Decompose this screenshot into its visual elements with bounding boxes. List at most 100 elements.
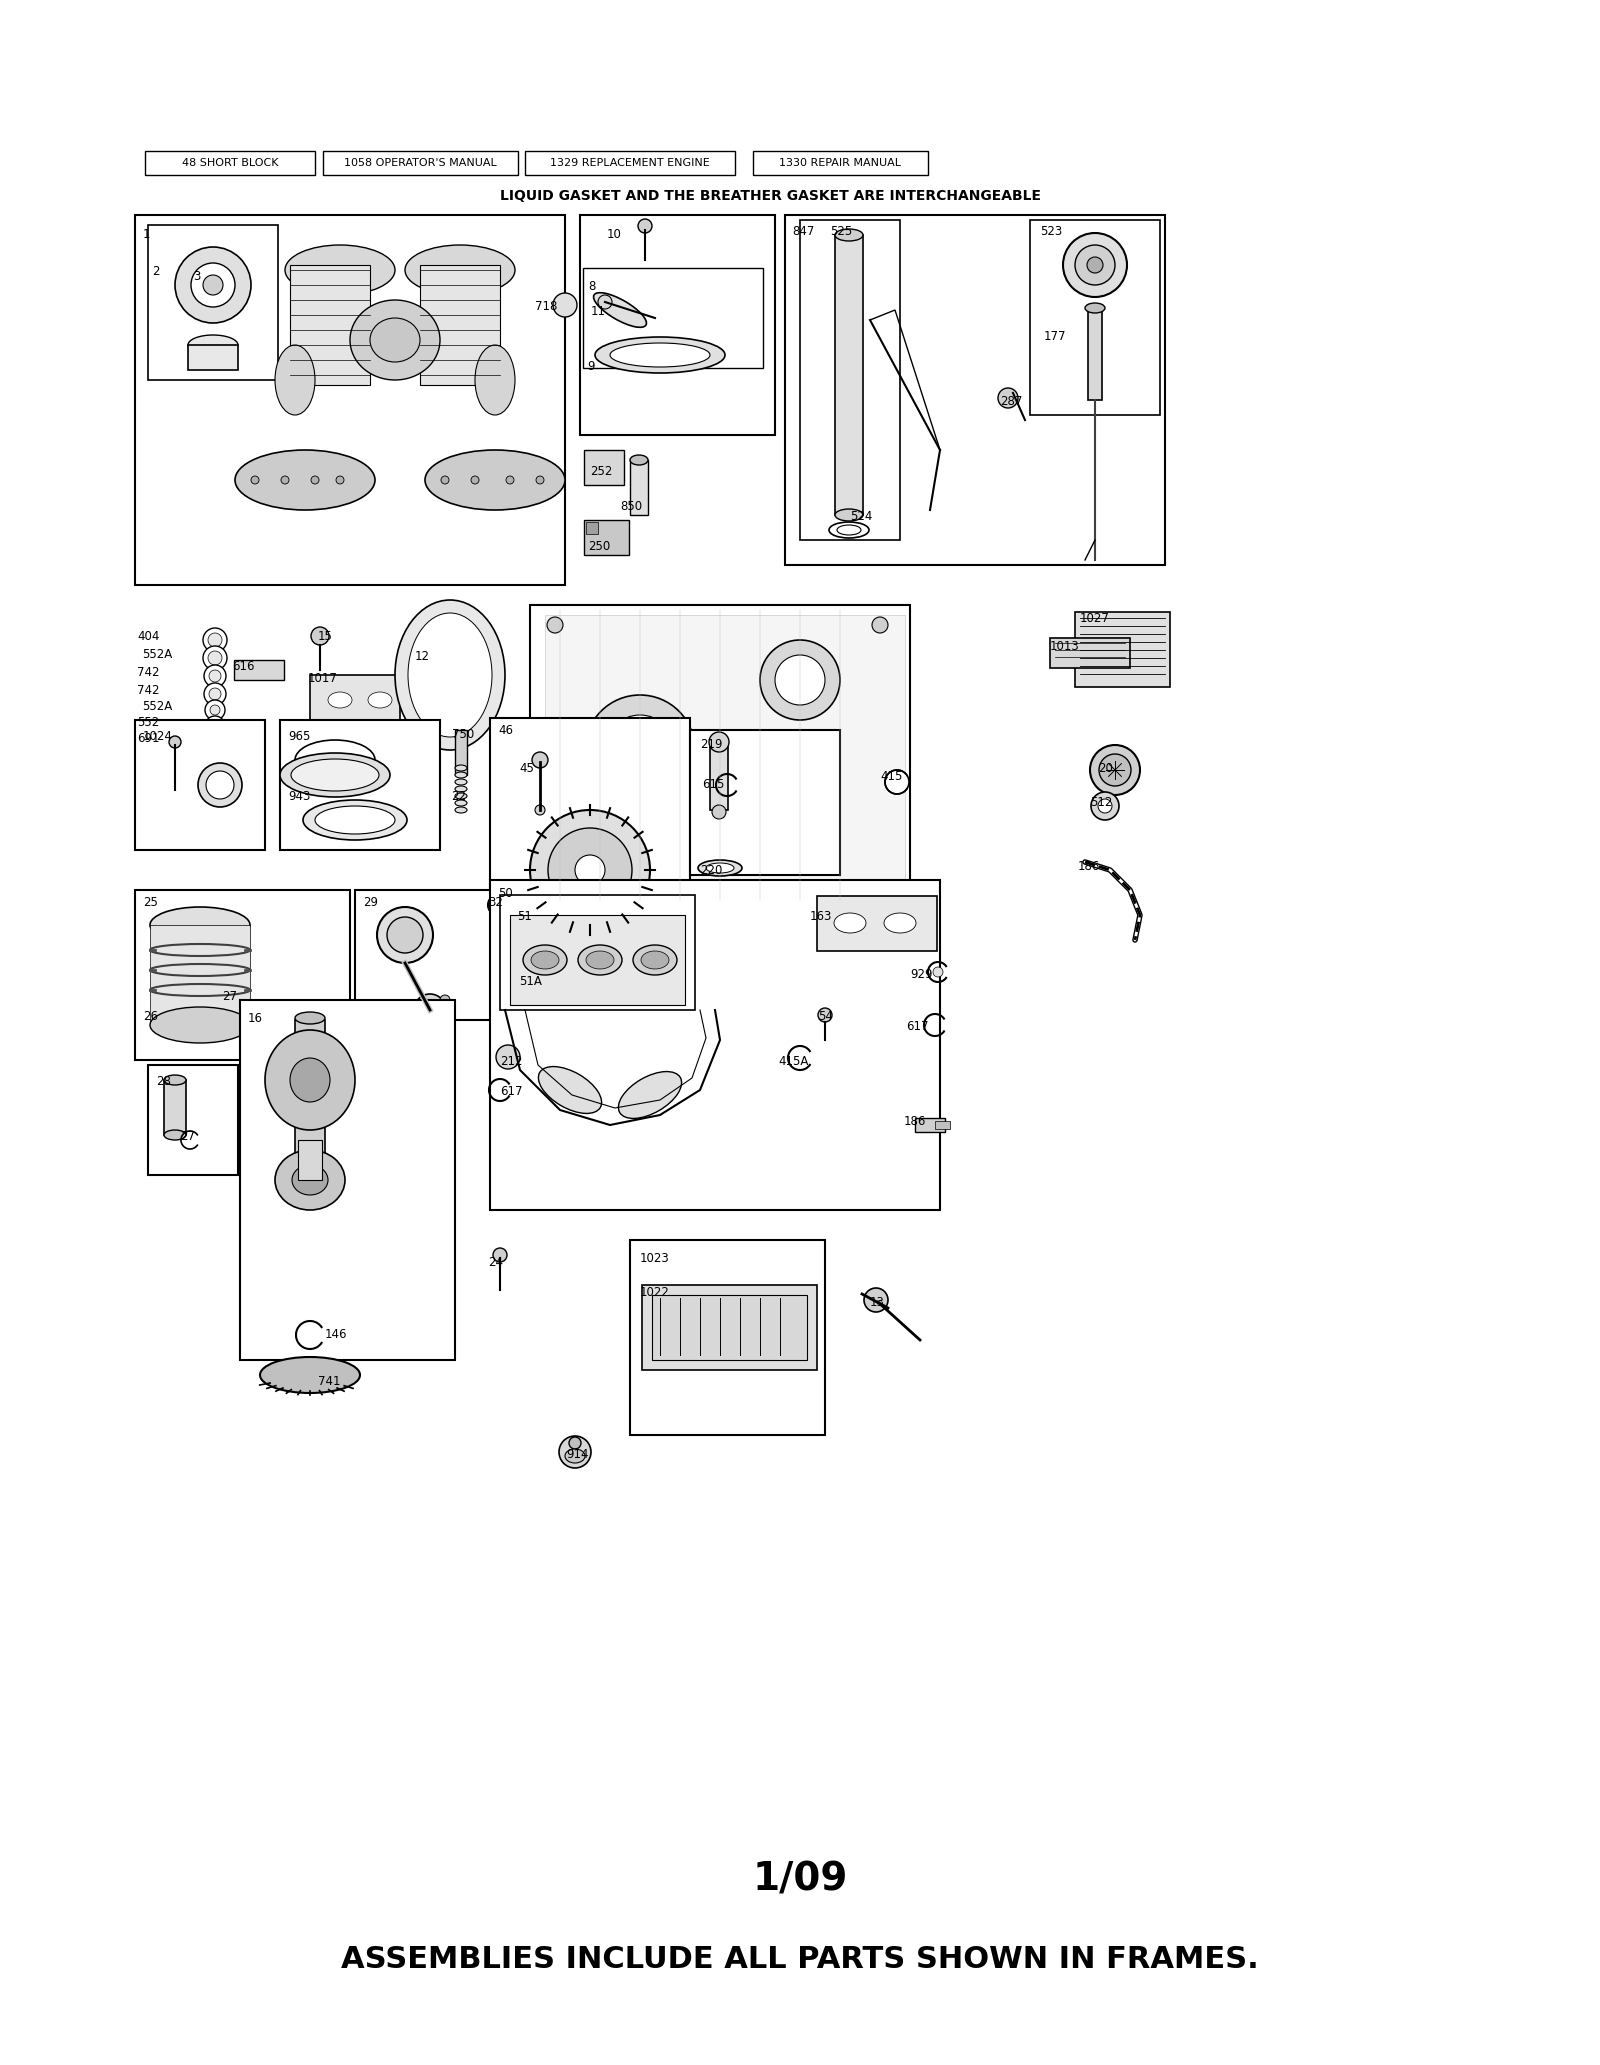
- Bar: [454, 731, 467, 774]
- Text: 15: 15: [318, 630, 333, 642]
- Text: 1/09: 1/09: [752, 1861, 848, 1900]
- Circle shape: [1090, 745, 1139, 795]
- Text: 11: 11: [590, 306, 606, 318]
- Ellipse shape: [454, 799, 467, 805]
- Text: 1330 REPAIR MANUAL: 1330 REPAIR MANUAL: [779, 159, 901, 167]
- Bar: [934, 1121, 950, 1130]
- Text: 850: 850: [621, 500, 642, 512]
- Bar: [653, 1295, 806, 1361]
- Circle shape: [421, 1002, 438, 1018]
- Ellipse shape: [630, 454, 648, 465]
- Bar: [1030, 221, 1160, 415]
- Text: 1329 REPLACEMENT ENGINE: 1329 REPLACEMENT ENGINE: [550, 159, 710, 167]
- Text: 27: 27: [222, 989, 237, 1004]
- Circle shape: [210, 669, 221, 681]
- Ellipse shape: [235, 450, 374, 510]
- Ellipse shape: [294, 1012, 325, 1024]
- Text: 212: 212: [499, 1055, 523, 1068]
- Text: 9: 9: [587, 359, 595, 374]
- Text: 552A: 552A: [142, 700, 173, 712]
- Circle shape: [205, 700, 226, 721]
- Text: 616: 616: [232, 661, 254, 673]
- Text: 48 SHORT BLOCK: 48 SHORT BLOCK: [182, 159, 278, 167]
- Bar: [419, 264, 499, 384]
- Ellipse shape: [454, 772, 467, 779]
- Ellipse shape: [634, 946, 677, 975]
- Text: 8: 8: [589, 281, 595, 293]
- Text: 32: 32: [488, 896, 502, 909]
- Bar: [630, 1239, 826, 1435]
- Text: 54: 54: [818, 1010, 834, 1022]
- Circle shape: [210, 688, 221, 700]
- Ellipse shape: [350, 299, 440, 380]
- Ellipse shape: [835, 229, 862, 242]
- Bar: [510, 915, 685, 1006]
- Text: 16: 16: [248, 1012, 262, 1024]
- Text: 512: 512: [1090, 795, 1112, 809]
- Bar: [546, 615, 906, 911]
- Text: 3: 3: [194, 271, 200, 283]
- Bar: [134, 890, 350, 1059]
- Circle shape: [638, 219, 653, 233]
- Text: 25: 25: [142, 896, 158, 909]
- Ellipse shape: [328, 692, 352, 708]
- Text: 28: 28: [157, 1076, 171, 1088]
- Text: 186: 186: [904, 1115, 926, 1127]
- Circle shape: [208, 634, 222, 646]
- Bar: [355, 890, 530, 1020]
- Text: 929: 929: [910, 968, 933, 981]
- Ellipse shape: [829, 522, 869, 539]
- Text: 146: 146: [325, 1328, 347, 1340]
- Text: 1058 OPERATOR'S MANUAL: 1058 OPERATOR'S MANUAL: [344, 159, 496, 167]
- Ellipse shape: [370, 318, 419, 361]
- Circle shape: [558, 1435, 590, 1468]
- Ellipse shape: [760, 640, 840, 721]
- Ellipse shape: [610, 343, 710, 368]
- Bar: [165, 1080, 186, 1136]
- Circle shape: [208, 650, 222, 665]
- Text: 615: 615: [702, 779, 725, 791]
- Ellipse shape: [285, 246, 395, 295]
- Bar: [1088, 310, 1102, 401]
- Bar: [147, 1066, 238, 1175]
- Ellipse shape: [150, 1008, 250, 1043]
- Circle shape: [203, 646, 227, 669]
- Circle shape: [530, 809, 650, 929]
- Text: 617: 617: [499, 1084, 523, 1099]
- Text: 1027: 1027: [1080, 611, 1110, 626]
- Circle shape: [414, 993, 446, 1026]
- Ellipse shape: [454, 779, 467, 785]
- Circle shape: [206, 770, 234, 799]
- Circle shape: [203, 628, 227, 653]
- Circle shape: [170, 735, 181, 748]
- Ellipse shape: [426, 450, 565, 510]
- Bar: [290, 264, 370, 384]
- Circle shape: [1086, 256, 1102, 273]
- Text: 22: 22: [451, 791, 466, 803]
- Bar: [642, 1284, 818, 1369]
- Bar: [915, 1117, 946, 1132]
- Text: 177: 177: [1043, 330, 1067, 343]
- Circle shape: [534, 805, 546, 816]
- Ellipse shape: [586, 696, 694, 805]
- Bar: [490, 880, 941, 1210]
- Bar: [189, 345, 238, 370]
- Ellipse shape: [883, 913, 915, 933]
- Ellipse shape: [578, 946, 622, 975]
- Bar: [240, 999, 454, 1361]
- Ellipse shape: [395, 601, 506, 750]
- Bar: [630, 460, 648, 514]
- Circle shape: [1099, 754, 1131, 787]
- Ellipse shape: [618, 1072, 682, 1119]
- Bar: [490, 719, 690, 919]
- Bar: [579, 215, 774, 436]
- Ellipse shape: [454, 807, 467, 814]
- Ellipse shape: [454, 787, 467, 793]
- Circle shape: [251, 477, 259, 483]
- Text: 742: 742: [138, 667, 160, 679]
- Ellipse shape: [586, 952, 614, 968]
- Ellipse shape: [408, 613, 493, 737]
- Text: 1024: 1024: [142, 731, 173, 743]
- Circle shape: [872, 888, 888, 902]
- Text: ASSEMBLIES INCLUDE ALL PARTS SHOWN IN FRAMES.: ASSEMBLIES INCLUDE ALL PARTS SHOWN IN FR…: [341, 1945, 1259, 1974]
